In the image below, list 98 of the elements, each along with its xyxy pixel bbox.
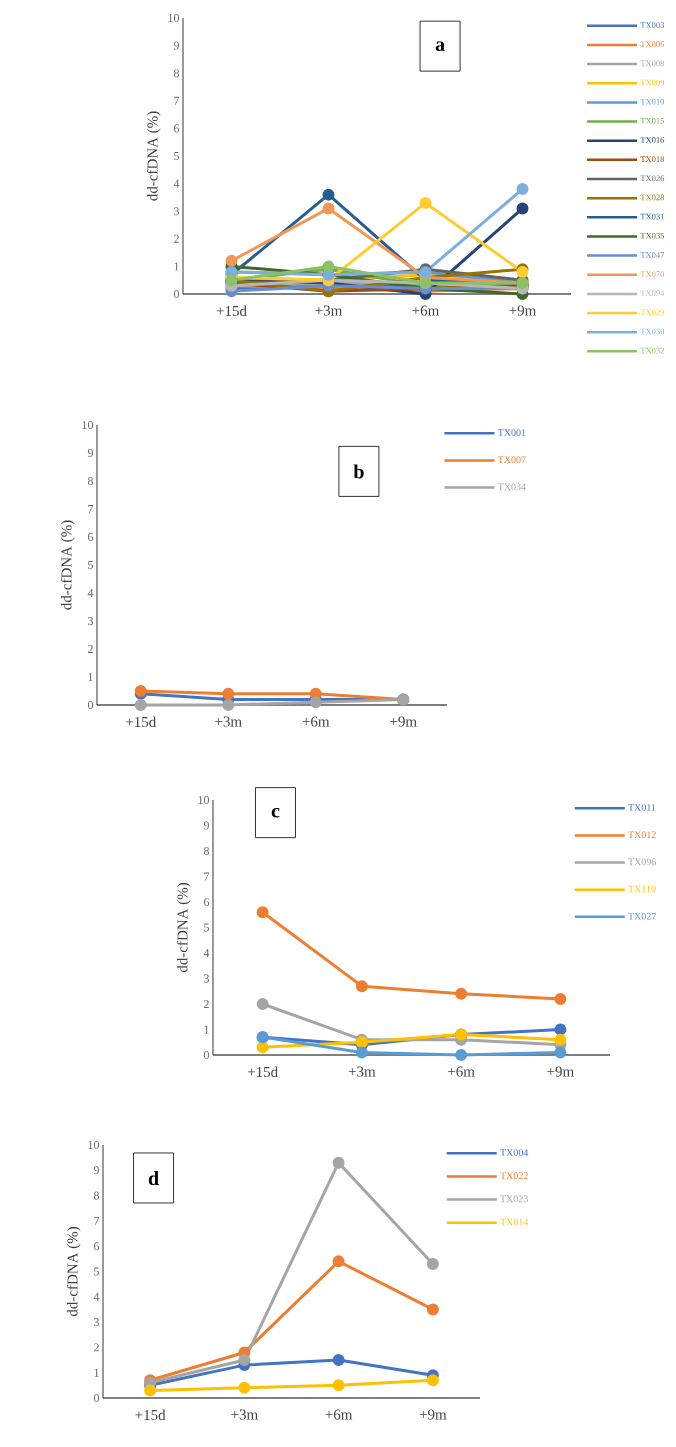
y-tick-label: 8 xyxy=(173,69,179,78)
y-tick-label: 9 xyxy=(203,821,209,830)
text: TX015 xyxy=(640,117,665,124)
legend-label: TX001 xyxy=(497,429,526,436)
legend-label: TX110 xyxy=(628,885,656,893)
y-tick-label: 9 xyxy=(87,448,93,458)
x-tick-label: +6m xyxy=(448,1066,475,1077)
y-tick-label: 4 xyxy=(173,179,180,188)
annotation: d xyxy=(148,1171,159,1186)
y-tick-label: 3 xyxy=(94,1318,99,1327)
y-axis-title: dd-cfDNA (%) xyxy=(176,882,191,973)
y-tick-label: 6 xyxy=(87,532,94,542)
y-tick-label: 10 xyxy=(82,420,93,430)
y-tick-label: 1 xyxy=(94,1368,99,1377)
text: TX009 xyxy=(640,79,665,86)
y-tick-label: 10 xyxy=(88,1140,99,1150)
y-tick-label: 4 xyxy=(93,1292,100,1301)
text: TX030 xyxy=(640,328,665,335)
text: TX035 xyxy=(640,232,665,239)
x-tick-label: +9m xyxy=(509,305,537,316)
y-tick-label: 6 xyxy=(173,124,180,133)
x-tick-label: +15d xyxy=(135,1409,166,1421)
legend-label: TX022 xyxy=(500,1172,528,1180)
y-tick-label: 4 xyxy=(87,589,94,597)
y-tick-label: 7 xyxy=(88,505,94,513)
y-tick-label: 1 xyxy=(174,262,179,271)
legend-label: TX096 xyxy=(628,858,657,866)
x-tick-label: +15d xyxy=(247,1066,278,1078)
text: TX003 xyxy=(640,22,665,28)
y-tick-label: 9 xyxy=(173,41,179,50)
y-tick-label: 1 xyxy=(88,673,93,681)
legend-label: TX023 xyxy=(500,1195,528,1203)
x-tick-label: +15d xyxy=(126,716,157,728)
x-tick-label: +15d xyxy=(216,305,247,317)
y-tick-label: 5 xyxy=(88,561,93,569)
y-tick-label: 5 xyxy=(174,152,179,160)
x-tick-label: +3m xyxy=(215,716,242,727)
y-tick-label: 5 xyxy=(94,1267,99,1276)
text: TX094 xyxy=(640,290,665,297)
x-tick-label: +9m xyxy=(419,1409,447,1420)
text: TX028 xyxy=(640,194,665,201)
legend-label: TX034 xyxy=(497,483,526,491)
legend-label: TX004 xyxy=(500,1149,529,1156)
y-tick-label: 3 xyxy=(174,207,179,216)
x-tick-label: +9m xyxy=(547,1066,574,1077)
legend-label: TX011 xyxy=(628,804,656,811)
x-tick-label: +9m xyxy=(390,716,417,727)
text: TX008 xyxy=(640,60,665,67)
legend-label: TX027 xyxy=(628,912,657,920)
y-tick-label: 2 xyxy=(204,1000,209,1008)
legend-label: TX012 xyxy=(628,831,656,839)
legend-label: TX007 xyxy=(497,456,526,464)
y-tick-label: 1 xyxy=(204,1025,209,1034)
y-axis-title: dd-cfDNA (%) xyxy=(66,1226,81,1317)
x-tick-label: +3m xyxy=(315,305,343,316)
x-tick-label: +6m xyxy=(412,305,440,316)
y-tick-label: 3 xyxy=(204,974,209,983)
y-tick-label: 0 xyxy=(203,1050,209,1060)
text: TX026 xyxy=(640,175,665,182)
y-tick-label: 0 xyxy=(87,700,93,710)
y-tick-label: 0 xyxy=(93,1393,99,1403)
y-tick-label: 6 xyxy=(203,897,210,907)
text: TX029 xyxy=(640,309,665,316)
y-tick-label: 10 xyxy=(198,795,209,805)
text: TX010 xyxy=(640,98,665,105)
x-tick-label: +6m xyxy=(325,1409,353,1420)
y-tick-label: 10 xyxy=(168,13,179,23)
y-tick-label: 2 xyxy=(174,234,179,243)
text: TX047 xyxy=(640,252,665,258)
y-axis-title: dd-cfDNA (%) xyxy=(146,111,161,201)
y-tick-label: 2 xyxy=(94,1343,99,1352)
y-tick-label: 6 xyxy=(93,1242,100,1251)
y-tick-label: 5 xyxy=(204,923,209,932)
text: TX032 xyxy=(640,347,664,354)
x-tick-label: +3m xyxy=(231,1409,258,1420)
legend-label: TX014 xyxy=(500,1218,529,1226)
x-tick-label: +3m xyxy=(348,1066,376,1077)
annotation: c xyxy=(271,807,280,818)
y-tick-label: 7 xyxy=(204,872,210,881)
y-tick-label: 7 xyxy=(174,96,180,105)
text: TX018 xyxy=(640,156,665,162)
y-tick-label: 9 xyxy=(93,1166,99,1175)
y-tick-label: 7 xyxy=(94,1216,100,1225)
annotation: b xyxy=(353,464,364,479)
y-tick-label: 2 xyxy=(88,645,93,653)
y-tick-label: 8 xyxy=(203,846,209,856)
text: TX031 xyxy=(640,213,664,220)
annotation: a xyxy=(435,41,445,52)
text: TX016 xyxy=(640,137,665,143)
y-axis-title: dd-cfDNA (%) xyxy=(60,520,75,610)
text: TX006 xyxy=(640,41,665,48)
y-tick-label: 0 xyxy=(173,289,179,299)
y-tick-label: 3 xyxy=(88,616,93,626)
text: TX070 xyxy=(640,271,665,277)
x-tick-label: +6m xyxy=(302,716,330,727)
y-tick-label: 8 xyxy=(93,1191,99,1200)
y-tick-label: 8 xyxy=(87,476,93,486)
y-tick-label: 4 xyxy=(203,949,210,957)
